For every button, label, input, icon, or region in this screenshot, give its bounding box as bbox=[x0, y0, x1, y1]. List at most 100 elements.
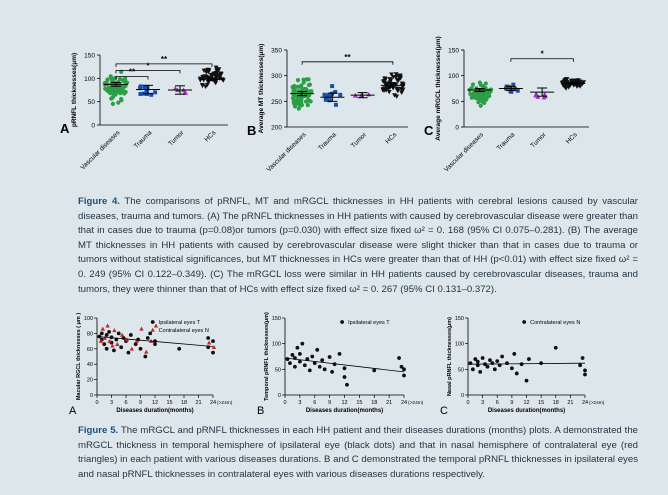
data-point bbox=[307, 368, 312, 373]
significance-bracket bbox=[115, 76, 149, 80]
data-point bbox=[299, 98, 304, 103]
data-point bbox=[145, 336, 150, 340]
data-point bbox=[153, 90, 158, 95]
x-tick-label: 6 bbox=[124, 400, 127, 406]
y-tick-label: 150 bbox=[272, 316, 281, 322]
data-point bbox=[305, 93, 311, 99]
y-axis-label: Average mRGCL thicknesses(μm) bbox=[435, 36, 442, 140]
data-point bbox=[575, 78, 581, 83]
data-point bbox=[129, 346, 134, 351]
trend-line bbox=[96, 336, 214, 347]
x-tick-label: 6 bbox=[496, 400, 499, 406]
x-tick-label: 9 bbox=[510, 400, 513, 406]
data-point bbox=[105, 323, 110, 328]
y-tick-label: 200 bbox=[271, 125, 282, 132]
data-point bbox=[305, 103, 310, 108]
trend-line bbox=[284, 357, 405, 373]
data-point bbox=[514, 371, 519, 376]
panel-letter: C bbox=[424, 123, 434, 138]
y-axis-label: pRNFL thicknesses(μm) bbox=[71, 53, 78, 127]
data-point bbox=[393, 72, 399, 77]
x-tick-label: Trauma bbox=[496, 131, 517, 152]
data-point bbox=[541, 95, 547, 100]
data-point bbox=[485, 364, 490, 369]
data-point bbox=[117, 88, 123, 93]
data-point bbox=[509, 366, 514, 371]
x-tick-label: 15 bbox=[356, 400, 362, 406]
x-axis-label: Diseases duration(months) bbox=[116, 408, 193, 414]
data-point bbox=[337, 352, 342, 356]
data-point bbox=[110, 343, 115, 348]
y-tick-label: 60 bbox=[87, 347, 93, 353]
data-point bbox=[480, 356, 485, 360]
x-tick-label: HCs bbox=[204, 129, 218, 143]
legend-label: Contralateral eyes N bbox=[530, 320, 580, 326]
data-point bbox=[218, 72, 224, 77]
data-point bbox=[563, 77, 569, 82]
x-tick-label: 3 bbox=[110, 400, 113, 406]
data-point bbox=[512, 352, 517, 356]
data-point bbox=[492, 367, 497, 372]
y-tick-label: 80 bbox=[87, 331, 93, 337]
data-point bbox=[120, 78, 125, 83]
y-tick-label: 0 bbox=[91, 123, 95, 130]
data-point bbox=[470, 82, 476, 87]
data-point bbox=[384, 83, 389, 89]
figure-4-caption: Figure 4. The comparisons of pRNFL, MT a… bbox=[78, 195, 638, 297]
x-tick-label: HCs bbox=[565, 131, 579, 145]
panel-letter: B bbox=[257, 405, 264, 417]
data-point bbox=[372, 368, 377, 373]
figure-5-caption: Figure 5. The mRGCL and pRNFL thicknesse… bbox=[78, 424, 638, 482]
y-tick-label: 100 bbox=[272, 342, 281, 348]
data-point bbox=[204, 82, 210, 88]
figure-5-panel-c: 0 50 100 150 0 3 6 9 12 15 18 21 24 (>24m) Diseases du… bbox=[440, 316, 605, 417]
data-point bbox=[292, 83, 297, 89]
y-tick-label: 0 bbox=[90, 393, 93, 399]
data-point bbox=[490, 361, 495, 366]
data-point bbox=[110, 78, 116, 83]
data-point bbox=[478, 370, 483, 374]
data-point bbox=[119, 98, 124, 103]
data-point bbox=[119, 332, 125, 337]
data-point bbox=[583, 372, 587, 377]
y-tick-label: 0 bbox=[278, 393, 281, 399]
data-point bbox=[476, 97, 482, 102]
data-point bbox=[402, 367, 406, 372]
x-tick-label: 24 bbox=[210, 400, 216, 406]
data-point bbox=[310, 354, 315, 359]
data-point bbox=[119, 69, 124, 75]
trend-line bbox=[467, 362, 586, 365]
x-tick-label: 21 bbox=[386, 400, 392, 406]
data-point bbox=[394, 87, 400, 93]
data-point bbox=[298, 103, 303, 108]
panel-letter: A bbox=[69, 405, 77, 417]
data-point bbox=[315, 347, 320, 352]
data-point bbox=[308, 99, 313, 104]
x-tick-label: 0 bbox=[466, 400, 469, 406]
data-point bbox=[470, 367, 475, 372]
data-point bbox=[104, 346, 109, 351]
x-tick-label: 18 bbox=[371, 400, 377, 406]
figure-4-caption-text: The comparisons of pRNFL, MT and mRGCL t… bbox=[78, 196, 638, 295]
x-tick-label: 12 bbox=[152, 400, 158, 406]
data-point bbox=[322, 367, 327, 372]
y-axis-label: Average MT thicknesses(μm) bbox=[258, 44, 265, 134]
data-point bbox=[109, 96, 114, 101]
x-tick-label: 24 bbox=[401, 400, 407, 406]
data-point bbox=[338, 92, 343, 97]
significance-label: * bbox=[541, 50, 545, 59]
data-point bbox=[123, 83, 128, 88]
x-tick-label: HCs bbox=[384, 131, 398, 145]
data-point bbox=[301, 77, 306, 82]
data-point bbox=[327, 98, 332, 103]
data-point bbox=[328, 92, 333, 97]
data-point bbox=[107, 338, 112, 343]
data-point bbox=[138, 346, 143, 351]
data-point bbox=[110, 101, 116, 106]
data-point bbox=[400, 87, 406, 92]
data-point bbox=[104, 333, 109, 337]
data-point bbox=[390, 74, 396, 80]
data-point bbox=[330, 84, 335, 89]
data-point bbox=[290, 353, 295, 357]
